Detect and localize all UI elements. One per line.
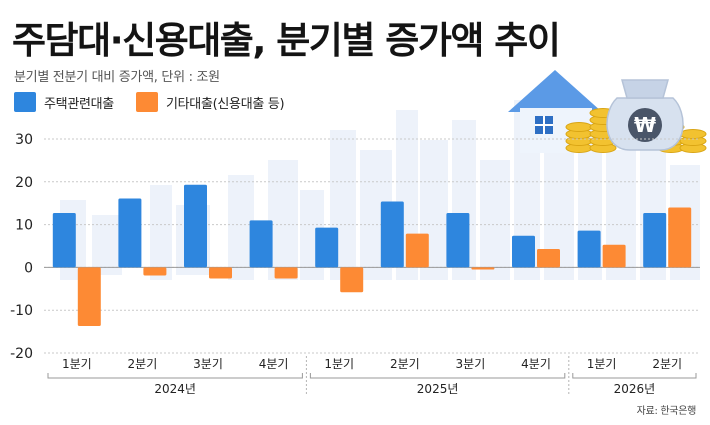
source-note: 자료: 한국은행 xyxy=(636,406,697,417)
legend-item-housing: 주택관련대출 xyxy=(14,92,114,112)
bar-other xyxy=(405,233,429,268)
x-tick-label: 3분기 xyxy=(193,357,223,371)
y-tick-label: 20 xyxy=(15,175,33,191)
money-bag-neck xyxy=(621,79,669,99)
x-tick-label: 2분기 xyxy=(652,357,682,371)
y-tick-label: 0 xyxy=(24,260,33,276)
x-tick-label: 1분기 xyxy=(587,357,617,371)
skyline-building xyxy=(480,160,510,280)
money-bag-badge xyxy=(628,108,662,142)
won-symbol: ₩ xyxy=(634,113,656,137)
bar-other xyxy=(274,267,298,279)
bar-housing xyxy=(249,220,273,268)
bar-housing xyxy=(118,198,142,268)
bar-other xyxy=(537,248,560,268)
skyline-building xyxy=(150,185,172,280)
legend-item-other: 기타대출(신용대출 등) xyxy=(135,92,285,112)
bar-housing xyxy=(380,201,404,268)
y-tick-label: -20 xyxy=(10,346,33,362)
group-bracket xyxy=(47,373,303,379)
skyline-building xyxy=(268,160,298,280)
legend-swatch-housing xyxy=(14,92,36,112)
legend-label-other: 기타대출(신용대출 등) xyxy=(165,96,285,112)
won-money-bag-icon: ₩ xyxy=(606,79,684,151)
group-bracket xyxy=(572,373,697,379)
house-roof xyxy=(508,70,602,112)
bar-housing xyxy=(577,230,601,268)
bar-other xyxy=(340,267,364,293)
bar-other xyxy=(602,244,626,268)
bar-other xyxy=(143,267,167,276)
bar-housing xyxy=(512,235,535,268)
bar-housing xyxy=(446,213,470,268)
bar-other xyxy=(471,267,495,270)
x-tick-label: 2분기 xyxy=(390,357,420,371)
page-title: 주담대·신용대출, 분기별 증가액 추이 xyxy=(12,19,561,62)
group-label: 2024년 xyxy=(154,382,196,396)
chart-legend: 주택관련대출 기타대출(신용대출 등) xyxy=(14,92,306,112)
x-tick-label: 4분기 xyxy=(259,357,289,371)
bar-housing xyxy=(52,213,76,268)
y-tick-label: 30 xyxy=(15,132,33,148)
bar-housing xyxy=(643,213,667,268)
bar-housing xyxy=(184,184,207,268)
x-tick-label: 1분기 xyxy=(324,357,354,371)
y-tick-label: -10 xyxy=(10,303,33,319)
group-label: 2025년 xyxy=(417,382,459,396)
chart-subtitle: 분기별 전분기 대비 증가액, 단위 : 조원 xyxy=(14,70,220,85)
x-tick-label: 2분기 xyxy=(128,357,158,371)
x-tick-label: 3분기 xyxy=(456,357,486,371)
bar-housing xyxy=(315,227,339,268)
bar-other xyxy=(209,267,232,279)
bar-other xyxy=(77,267,101,327)
group-label: 2026년 xyxy=(614,382,656,396)
bar-other xyxy=(668,207,692,268)
x-tick-label: 4분기 xyxy=(521,357,551,371)
legend-swatch-other xyxy=(135,92,158,112)
group-bracket xyxy=(309,373,566,379)
legend-label-housing: 주택관련대출 xyxy=(44,96,114,112)
x-tick-label: 1분기 xyxy=(62,357,92,371)
y-tick-label: 10 xyxy=(15,218,33,234)
